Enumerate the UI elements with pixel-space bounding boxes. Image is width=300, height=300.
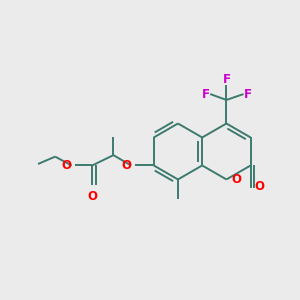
Text: O: O — [254, 181, 264, 194]
Text: O: O — [61, 159, 72, 172]
Text: F: F — [202, 88, 209, 100]
Text: O: O — [232, 173, 242, 186]
Text: O: O — [121, 159, 131, 172]
Text: F: F — [244, 88, 252, 100]
Text: O: O — [88, 190, 98, 203]
Text: F: F — [222, 74, 230, 86]
